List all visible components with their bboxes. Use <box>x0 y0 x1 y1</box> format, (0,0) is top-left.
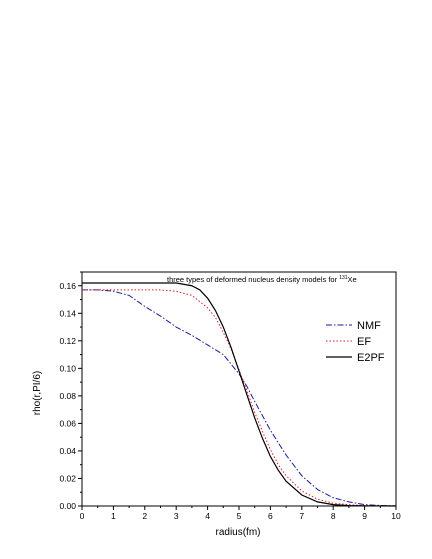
y-tick-label: 0.12 <box>59 336 76 346</box>
legend-label-ef: EF <box>357 336 371 348</box>
y-tick-label: 0.08 <box>59 391 76 401</box>
series-line-e2pf <box>82 282 397 507</box>
series-line-ef <box>82 289 397 507</box>
x-axis-label: radius(fm) <box>215 527 260 538</box>
plot-frame <box>81 271 397 507</box>
legend-label-e2pf: E2PF <box>357 352 385 364</box>
y-tick-label: 0.10 <box>59 363 76 373</box>
legend-label-nmf: NMF <box>357 320 381 332</box>
x-tick-label: 5 <box>237 511 242 521</box>
y-axis-label: rho(r,PI/6) <box>32 371 43 415</box>
series-layer <box>82 282 397 507</box>
y-axis: 0.00 0.02 0.04 0.06 0.08 0.10 0.12 0.14 0.16 <box>59 271 82 511</box>
legend: NMF EF E2PF <box>326 320 385 364</box>
y-tick-label: 0.02 <box>59 473 76 483</box>
y-tick-label: 0.16 <box>59 281 76 291</box>
y-tick-label: 0.06 <box>59 418 76 428</box>
x-tick-label: 1 <box>111 511 116 521</box>
x-tick-label: 7 <box>299 511 304 521</box>
x-tick-label: 3 <box>174 511 179 521</box>
x-axis: 0 1 2 3 4 5 6 7 8 9 10 <box>80 506 401 521</box>
x-tick-label: 8 <box>331 511 336 521</box>
series-line-nmf <box>82 289 397 507</box>
y-tick-label: 0.14 <box>59 308 76 318</box>
y-tick-label: 0.04 <box>59 446 76 456</box>
x-tick-label: 2 <box>142 511 147 521</box>
plot-border <box>81 271 397 507</box>
x-tick-label: 6 <box>268 511 273 521</box>
y-tick-label: 0.00 <box>59 501 76 511</box>
chart-title: three types of deformed nucleus density … <box>167 275 357 284</box>
x-tick-label: 4 <box>205 511 210 521</box>
x-tick-label: 10 <box>391 511 401 521</box>
x-tick-label: 0 <box>80 511 85 521</box>
x-tick-label: 9 <box>362 511 367 521</box>
